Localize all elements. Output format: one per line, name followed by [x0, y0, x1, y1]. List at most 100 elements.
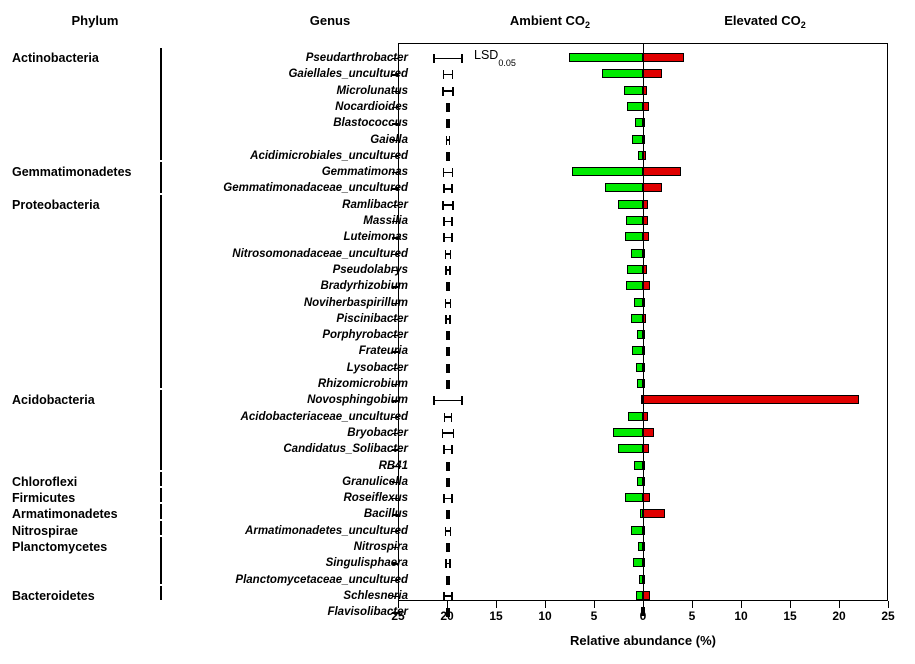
lsd-legend-label: LSD0.05: [474, 48, 516, 68]
phylum-label: Firmicutes: [12, 491, 76, 506]
phylum-label: Gemmatimonadetes: [12, 165, 132, 180]
elevated-bar: [643, 199, 648, 209]
row-tick: [392, 188, 399, 190]
phylum-label: Chloroflexi: [12, 474, 78, 489]
row-tick: [392, 302, 399, 304]
axis-tick: [594, 601, 596, 608]
genus-row: Bryobacter: [0, 425, 915, 442]
ambient-bar: [636, 362, 643, 372]
elevated-bar: [643, 574, 645, 584]
ambient-bar: [637, 330, 643, 340]
genus-label: Rhizomicrobium: [317, 378, 408, 390]
row-tick: [392, 74, 399, 76]
genus-label: Gaiella: [370, 133, 408, 146]
axis-tick-label: 20: [832, 609, 846, 623]
elevated-bar: [643, 313, 647, 323]
genus-row: Pseudarthrobacter: [0, 50, 915, 67]
row-tick: [392, 286, 399, 288]
ambient-bar: [626, 281, 643, 291]
lsd-error-bar: [445, 151, 451, 161]
row-tick: [392, 498, 399, 500]
genus-row: Planctomycetaceae_uncultured: [0, 572, 915, 589]
row-tick: [392, 432, 399, 435]
elevated-bar: [643, 150, 646, 160]
ambient-bar: [638, 150, 643, 160]
genus-row: Lysobacter: [0, 360, 915, 377]
row-tick: [392, 530, 399, 533]
genus-label: Nitrospira: [353, 541, 408, 553]
lsd-error-bar: [445, 461, 451, 471]
phylum-label: Armatimonadetes: [12, 507, 118, 522]
lsd-error-bar: [442, 86, 454, 96]
genus-label: Granulicella: [342, 475, 408, 488]
lsd-error-bar: [442, 70, 454, 80]
genus-label: Armatimonadetes_uncultured: [245, 524, 408, 537]
ambient-bar: [612, 427, 643, 437]
genus-row: Acidobacteriaceae_uncultured: [0, 409, 915, 426]
genus-label: Pseudolabrys: [332, 263, 408, 276]
lsd-error-bar: [443, 184, 453, 194]
genus-label: RB41: [378, 459, 408, 472]
elevated-bar: [643, 558, 645, 568]
elevated-bar: [643, 460, 645, 470]
elevated-bar: [643, 248, 645, 258]
row-tick: [392, 579, 399, 581]
header-phylum: Phylum: [71, 13, 119, 28]
lsd-error-bar: [445, 543, 451, 552]
elevated-bar: [643, 232, 649, 242]
phylum-bracket: [160, 585, 162, 601]
row-tick: [392, 563, 399, 565]
axis-tick: [447, 601, 449, 608]
lsd-error-bar: [445, 135, 451, 145]
genus-label: Microlunatus: [336, 84, 408, 97]
lsd-error-bar: [442, 168, 454, 178]
row-tick: [392, 547, 399, 549]
row-tick: [392, 351, 399, 353]
elevated-bar: [643, 525, 645, 535]
ambient-bar: [601, 69, 643, 79]
ambient-bar: [572, 167, 643, 177]
phylum-bracket: [160, 48, 162, 161]
genus-row: Nocardioides: [0, 99, 915, 116]
genus-label: Bradyrhizobium: [320, 280, 408, 293]
row-tick: [392, 221, 399, 223]
axis-tick: [741, 601, 743, 608]
row-tick: [392, 400, 399, 402]
lsd-error-bar: [445, 477, 451, 487]
ambient-bar: [638, 542, 643, 551]
genus-label: Noviherbaspirillum: [303, 296, 408, 309]
genus-row: Schlesneria: [0, 588, 915, 605]
row-tick: [392, 384, 399, 386]
lsd-error-bar: [445, 331, 451, 341]
genus-row: RB41: [0, 458, 915, 475]
lsd-error-bar: [444, 526, 452, 536]
axis-tick-label: 5: [688, 609, 696, 623]
ambient-bar: [633, 558, 643, 568]
genus-label: Novosphingobium: [307, 394, 408, 407]
lsd-error-bar: [442, 200, 454, 210]
ambient-bar: [637, 476, 643, 486]
lsd-error-bar: [445, 363, 451, 373]
genus-row: Nitrosomonadaceae_uncultured: [0, 246, 915, 263]
axis-tick: [692, 601, 694, 608]
genus-row: Rhizomicrobium: [0, 376, 915, 393]
genus-row: Granulicella: [0, 474, 915, 491]
ambient-bar: [637, 379, 643, 388]
axis-title: Relative abundance (%): [570, 633, 716, 648]
genus-row: Acidimicrobiales_uncultured: [0, 148, 915, 165]
genus-label: Porphyrobacter: [322, 329, 408, 342]
phylum-bracket: [160, 488, 162, 503]
elevated-bar: [643, 411, 648, 421]
phylum-label: Nitrospirae: [12, 523, 78, 538]
genus-label: Nocardioides: [335, 100, 408, 113]
genus-label: Frateuria: [358, 345, 408, 358]
genus-row: Piscinibacter: [0, 311, 915, 328]
ambient-bar: [626, 216, 643, 225]
genus-row: Gaiellales_uncultured: [0, 66, 915, 83]
phylum-bracket: [160, 520, 162, 535]
header-elevated-co2: Elevated CO2: [724, 13, 806, 30]
lsd-error-bar: [444, 298, 452, 308]
elevated-bar: [643, 590, 650, 600]
genus-row: Bacillus: [0, 506, 915, 523]
ambient-bar: [625, 232, 643, 242]
